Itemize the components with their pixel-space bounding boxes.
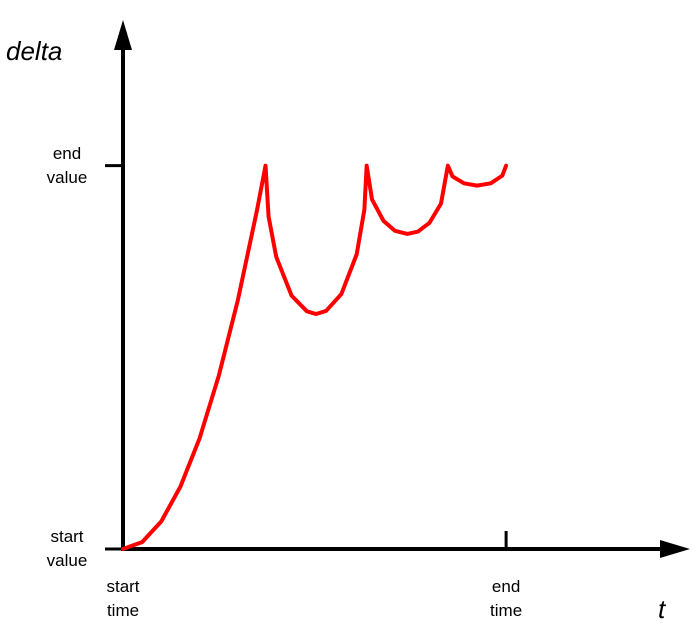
y-axis-arrow xyxy=(114,20,132,50)
y-axis-label: delta xyxy=(6,36,63,66)
x-axis-arrow xyxy=(660,540,690,558)
y-tick-label: end value xyxy=(46,143,88,187)
x-tick-label: end time xyxy=(490,577,523,620)
data-line xyxy=(121,163,509,551)
y-tick-label: start value xyxy=(46,527,88,570)
x-axis-label: t xyxy=(658,594,666,624)
x-tick-label: start time xyxy=(106,577,140,620)
